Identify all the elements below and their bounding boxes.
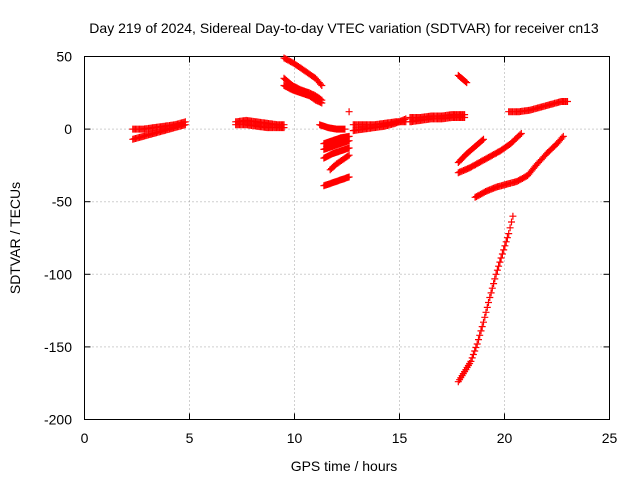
data-point-marks [320,173,353,190]
x-axis-label: GPS time / hours [291,458,398,474]
series-arc-12 [320,144,353,162]
grid-lines [84,56,610,420]
chart-title: Day 219 of 2024, Sidereal Day-to-day VTE… [89,20,599,36]
data-point-marks [345,108,353,116]
data-point-marks [280,82,326,107]
series-arc-11 [320,137,353,153]
x-tick-label: 10 [287,430,303,446]
x-tick-label: 20 [497,430,513,446]
data-point-marks [471,132,567,201]
plot-frame [84,56,610,420]
y-tick-label: -200 [44,412,72,428]
x-tick-labels: 0 5 10 15 20 25 [81,430,618,446]
series-arc-18 [406,111,469,121]
y-tick-label: -100 [44,266,72,282]
series-arc-20 [454,135,487,166]
y-tick-label: 0 [64,121,72,137]
series-arc-04 [232,121,288,132]
data-point-marks [505,98,571,116]
series-arc-13 [326,151,353,174]
data-point-marks [320,132,353,148]
series-arc-14 [320,173,353,190]
data-point-marks [316,121,349,133]
series-arc-07 [280,82,326,107]
series-arc-09 [345,108,353,116]
series-arc-19 [454,71,471,87]
x-tick-label: 5 [186,430,194,446]
data-point-marks [280,54,326,89]
data-point-marks [454,71,471,87]
y-tick-label: 50 [56,49,72,65]
x-tick-label: 15 [392,430,408,446]
data-point-marks [232,121,288,132]
data-point-marks [349,118,410,129]
data-point-marks [326,151,353,174]
data-point-marks [454,135,487,166]
data-series [129,54,571,386]
y-axis-label: SDTVAR / TECUs [7,182,23,294]
series-arc-24 [505,98,571,116]
series-arc-23 [454,212,517,386]
series-arc-08 [316,121,349,133]
series-arc-10 [320,132,353,148]
series-arc-22 [471,132,567,201]
data-point-marks [129,118,189,133]
data-point-marks [454,212,517,386]
data-point-marks [320,137,353,153]
x-tick-label: 0 [81,430,89,446]
y-tick-label: -150 [44,339,72,355]
data-point-marks [320,144,353,162]
data-point-marks [454,130,525,177]
x-tick-label: 25 [602,430,618,446]
data-point-marks [406,111,469,121]
series-arc-21 [454,130,525,177]
series-arc-16 [349,118,410,129]
series-arc-05 [280,54,326,89]
series-arc-02 [129,118,189,133]
y-tick-label: -50 [52,194,72,210]
y-tick-labels: -200 -150 -100 -50 0 50 [44,49,72,428]
